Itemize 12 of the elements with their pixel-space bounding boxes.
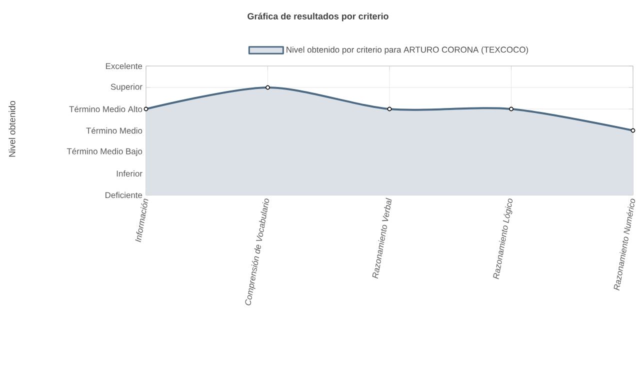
text: Inferior	[116, 170, 142, 177]
text: Término Medio Bajo	[66, 148, 142, 156]
text: Término Medio	[86, 127, 142, 134]
text: Excelente	[106, 62, 142, 70]
x-tick-label: Comprensión de Vocabulario	[245, 198, 270, 306]
text: Deficiente	[106, 192, 142, 198]
x-tick-label: Información	[135, 198, 148, 242]
chart-title: Gráfica de resultados por criterio	[248, 12, 388, 22]
text: Superior	[110, 84, 142, 92]
legend-label: Nivel obtenido por criterio para ARTURO CORONA (TEXCOCO)	[286, 46, 528, 54]
text: Nivel obtenido	[8, 100, 16, 157]
text: Término Medio Alto	[69, 106, 142, 112]
